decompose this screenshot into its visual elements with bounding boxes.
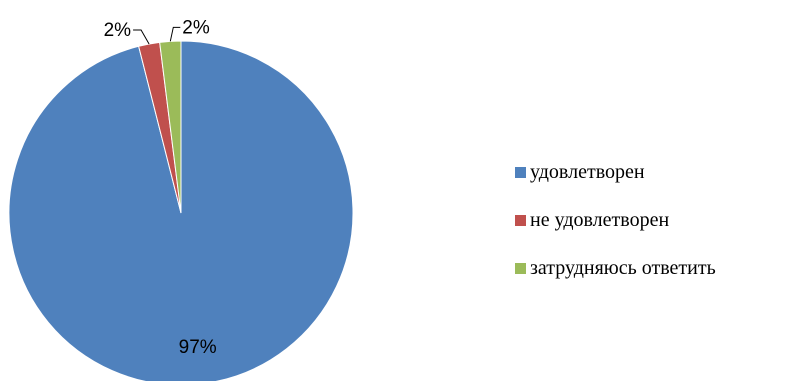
legend-label-not-satisfied: не удовлетворен bbox=[530, 209, 670, 231]
legend-item-hard-to-answer: затрудняюсь ответить bbox=[515, 256, 716, 281]
legend-item-not-satisfied: не удовлетворен bbox=[515, 208, 716, 233]
slice-satisfied bbox=[8, 40, 354, 381]
legend-swatch-not-satisfied bbox=[515, 215, 526, 226]
data-label-satisfied: 97% bbox=[179, 337, 217, 358]
legend-label-satisfied: удовлетворен bbox=[530, 161, 645, 183]
data-label-hard-to-answer: 2% bbox=[182, 17, 210, 38]
slice-hard-to-answer bbox=[159, 40, 182, 214]
legend: удовлетворен не удовлетворен затрудняюсь… bbox=[515, 160, 716, 304]
data-label-not-satisfied: 2% bbox=[104, 20, 132, 41]
leader-line-not-satisfied bbox=[133, 29, 150, 45]
legend-swatch-hard-to-answer bbox=[515, 263, 526, 274]
legend-label-hard-to-answer: затрудняюсь ответить bbox=[530, 257, 716, 279]
legend-swatch-satisfied bbox=[515, 167, 526, 178]
legend-item-satisfied: удовлетворен bbox=[515, 160, 716, 185]
leader-line-hard-to-answer bbox=[169, 26, 181, 42]
